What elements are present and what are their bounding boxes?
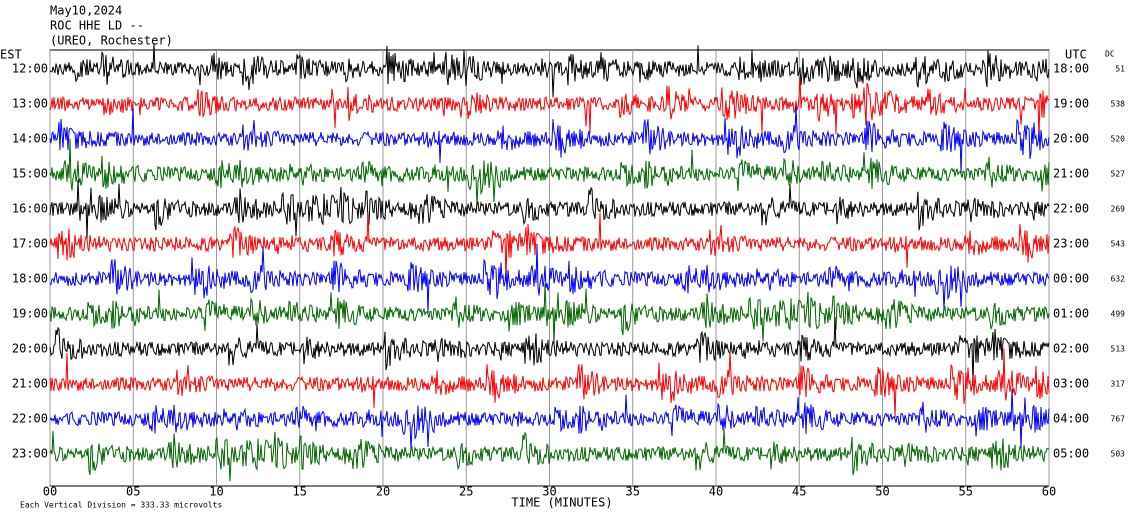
left-zone: EST	[0, 48, 22, 62]
dc-value: 538	[1111, 100, 1126, 109]
utc-label: 20:00	[1053, 132, 1089, 146]
dc-value: 632	[1111, 275, 1126, 284]
utc-label: 00:00	[1053, 272, 1089, 286]
trace	[49, 43, 1050, 98]
dc-value: 520	[1111, 135, 1126, 144]
dc-value: 513	[1111, 345, 1126, 354]
dc-value: 317	[1111, 380, 1126, 389]
est-label: 16:00	[12, 202, 48, 216]
utc-label: 01:00	[1053, 307, 1089, 321]
x-tick-label: 40	[709, 485, 723, 499]
dc-value: 51	[1115, 65, 1125, 74]
est-label: 18:00	[12, 272, 48, 286]
utc-label: 02:00	[1053, 342, 1089, 356]
est-label: 13:00	[12, 97, 48, 111]
trace	[49, 211, 1050, 281]
trace	[49, 388, 1050, 451]
title-line: (UREO, Rochester)	[50, 34, 173, 48]
est-label: 23:00	[12, 447, 48, 461]
trace	[49, 76, 1050, 141]
x-tick-label: 60	[1042, 485, 1056, 499]
x-tick-label: 35	[626, 485, 640, 499]
utc-label: 05:00	[1053, 447, 1089, 461]
dc-value: 767	[1111, 415, 1126, 424]
utc-label: 03:00	[1053, 377, 1089, 391]
dc-header: DC	[1105, 50, 1115, 59]
utc-label: 04:00	[1053, 412, 1089, 426]
trace	[49, 243, 1050, 314]
x-tick-label: 25	[459, 485, 473, 499]
dc-value: 503	[1111, 450, 1126, 459]
est-label: 15:00	[12, 167, 48, 181]
x-tick-label: 45	[792, 485, 806, 499]
x-tick-label: 20	[376, 485, 390, 499]
dc-value: 527	[1111, 170, 1126, 179]
x-tick-label: 50	[875, 485, 889, 499]
dc-value: 499	[1111, 310, 1126, 319]
x-axis-label: TIME (MINUTES)	[511, 496, 612, 510]
est-label: 14:00	[12, 132, 48, 146]
utc-label: 19:00	[1053, 97, 1089, 111]
title-line: May10,2024	[50, 4, 122, 18]
footnote: Each Vertical Division = 333.33 microvol…	[20, 501, 222, 510]
right-zone: UTC	[1065, 48, 1087, 62]
x-tick-label: 30	[542, 485, 556, 499]
trace	[49, 106, 1050, 174]
x-tick-label: 05	[126, 485, 140, 499]
x-tick-label: 55	[959, 485, 973, 499]
est-label: 20:00	[12, 342, 48, 356]
trace	[49, 429, 1050, 482]
trace	[49, 316, 1050, 386]
trace	[49, 179, 1050, 240]
est-label: 17:00	[12, 237, 48, 251]
trace	[49, 138, 1050, 206]
trace	[49, 283, 1050, 345]
utc-label: 22:00	[1053, 202, 1089, 216]
x-tick-label: 10	[209, 485, 223, 499]
dc-value: 543	[1111, 240, 1126, 249]
x-tick-label: 00	[43, 485, 57, 499]
est-label: 19:00	[12, 307, 48, 321]
est-label: 22:00	[12, 412, 48, 426]
x-tick-label: 15	[293, 485, 307, 499]
est-label: 21:00	[12, 377, 48, 391]
title-line: ROC HHE LD --	[50, 19, 144, 33]
trace	[49, 348, 1050, 419]
utc-label: 21:00	[1053, 167, 1089, 181]
dc-value: 269	[1111, 205, 1126, 214]
est-label: 12:00	[12, 62, 48, 76]
utc-label: 23:00	[1053, 237, 1089, 251]
utc-label: 18:00	[1053, 62, 1089, 76]
